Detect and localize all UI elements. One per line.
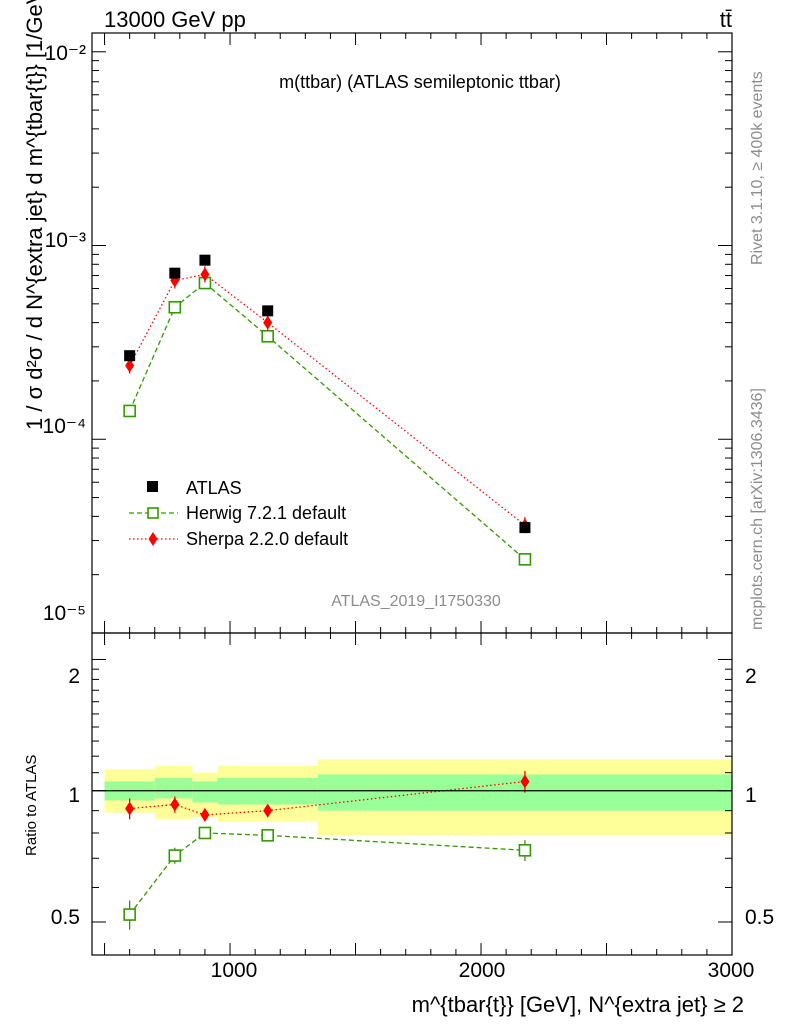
- legend-label-atlas: ATLAS: [186, 478, 242, 498]
- ratio-tick-label-2-right: 2: [745, 665, 757, 688]
- x-axis-label: m^{tbar{t}} [GeV], N^{extra jet} ≥ 2: [412, 992, 744, 1017]
- y-tick-label-1e-5: 10⁻⁵: [43, 602, 86, 625]
- herwig-point-main-3: [261, 329, 274, 343]
- herwig-point-main-0: [123, 404, 136, 418]
- sherpa-point-main-2: [200, 267, 210, 282]
- x-tick-label-1000: 1000: [211, 959, 258, 982]
- herwig-point-main-4: [518, 553, 532, 566]
- herwig-point-ratio-4: [518, 844, 532, 857]
- ratio-plot-frame: [91, 632, 733, 956]
- band-inner-bin-2: [192, 781, 218, 803]
- sherpa-point-ratio-3: [263, 803, 273, 818]
- band-inner-bin-1: [154, 777, 193, 799]
- sherpa-point-ratio-2: [200, 807, 210, 822]
- chart-title: m(ttbar) (ATLAS semileptonic ttbar): [279, 72, 561, 92]
- data-markers: [123, 254, 532, 930]
- y-tick-label-1e-4: 10⁻⁴: [43, 415, 86, 438]
- y-tick-label-1e-3: 10⁻³: [45, 229, 86, 252]
- herwig-line-ratio: [129, 832, 525, 915]
- ratio-tick-label-1-right: 1: [745, 784, 757, 807]
- uncertainty-bands: [104, 759, 732, 836]
- atlas-point-main-4: [519, 522, 531, 534]
- ratio-tick-label-0.5: 0.5: [51, 906, 80, 929]
- sherpa-point-ratio-0: [125, 801, 135, 816]
- legend-label-herwig: Herwig 7.2.1 default: [186, 503, 346, 523]
- y-axis-label-main: 1 / σ d²σ / d N^{extra jet} d m^{tbar{t}…: [22, 0, 47, 430]
- legend-marker-herwig: [147, 507, 159, 519]
- y-axis-label-ratio: Ratio to ATLAS: [23, 755, 40, 856]
- x-tick-label-2000: 2000: [459, 959, 506, 982]
- atlas-point-main-2: [199, 254, 211, 266]
- ratio-tick-label-2: 2: [68, 665, 80, 688]
- ratio-tick-label-0.5-right: 0.5: [745, 906, 774, 929]
- sherpa-point-ratio-4: [520, 774, 530, 789]
- header-process-label: tt̄: [720, 7, 732, 32]
- header-energy-label: 13000 GeV pp: [104, 7, 246, 32]
- analysis-id: ATLAS_2019_I1750330: [331, 593, 501, 610]
- atlas-point-main-1: [169, 267, 181, 279]
- atlas-point-main-0: [124, 350, 136, 362]
- sherpa-line-main: [129, 273, 526, 526]
- rivet-version-label: Rivet 3.1.10, ≥ 400k events: [749, 71, 766, 265]
- herwig-point-main-1: [168, 300, 182, 314]
- legend: ATLAS Herwig 7.2.1 default Sherpa 2.2.0 …: [129, 478, 348, 549]
- legend-marker-sherpa: [148, 532, 158, 546]
- herwig-line-main: [129, 282, 526, 560]
- legend-marker-atlas: [147, 481, 158, 492]
- herwig-point-ratio-1: [168, 849, 182, 862]
- sherpa-point-main-0: [125, 358, 135, 373]
- herwig-point-ratio-3: [261, 829, 274, 842]
- atlas-point-main-3: [262, 305, 274, 317]
- herwig-point-ratio-2: [198, 826, 212, 840]
- y-tick-label-1e-2: 10⁻²: [45, 42, 86, 65]
- herwig-point-ratio-0: [123, 908, 136, 921]
- sherpa-point-ratio-1: [170, 797, 180, 812]
- legend-label-sherpa: Sherpa 2.2.0 default: [186, 529, 348, 549]
- x-tick-label-3000: 3000: [708, 959, 755, 982]
- mcplots-label: mcplots.cern.ch [arXiv:1306.3436]: [749, 388, 766, 630]
- ratio-tick-label-1: 1: [68, 784, 80, 807]
- sherpa-point-main-3: [263, 315, 273, 330]
